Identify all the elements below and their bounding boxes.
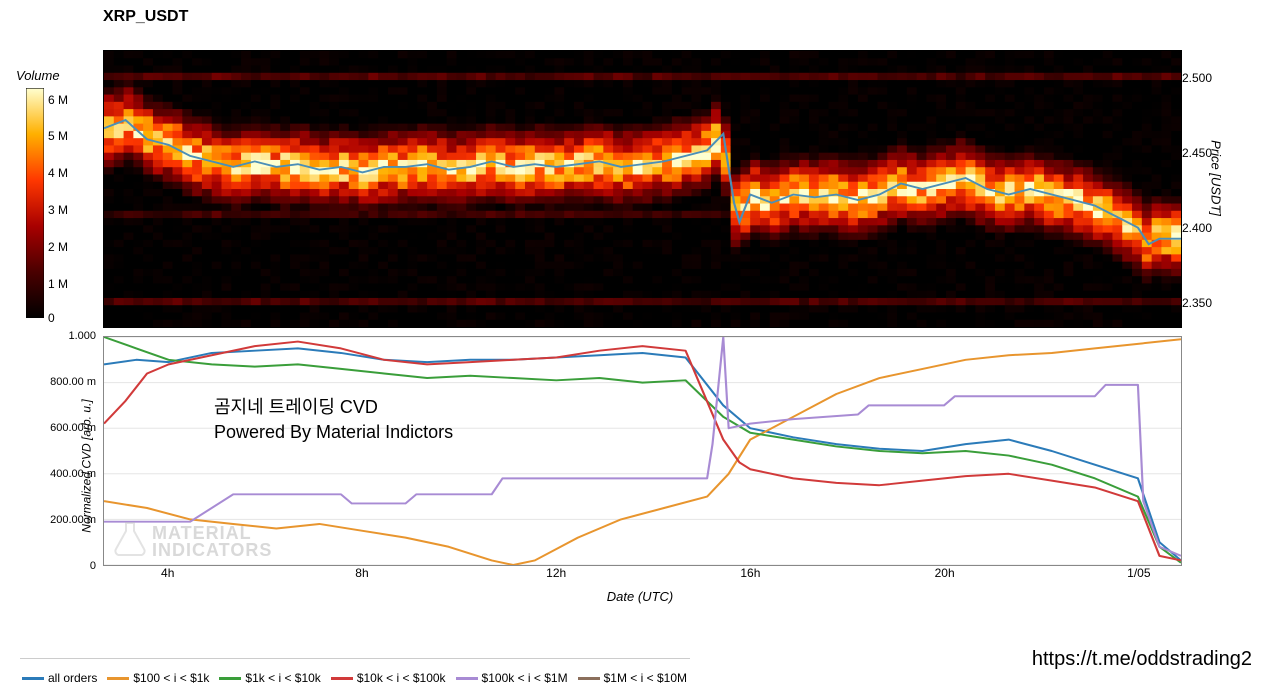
x-axis: 4h 8h 12h 16h 20h 1/05 [103,566,1182,584]
colorbar-tick: 6 M [48,93,68,107]
cvd-plot: MATERIAL INDICATORS 곰지네 트레이딩 CVD Powered… [103,336,1182,566]
watermark-flask-icon [110,519,150,559]
cvd-panel: Normalized CVD [arb. u.] 1.000800.00 m60… [8,336,1272,596]
cvd-ytick: 1.000 [68,330,96,342]
legend-item: $1M < i < $10M [578,671,687,685]
legend-item: $100k < i < $1M [456,671,568,685]
legend-divider [20,658,690,659]
cvd-ytick: 400.00 m [50,468,96,480]
legend-item: all orders [22,671,97,685]
heatmap-panel: Volume 6 M5 M4 M3 M2 M1 M0 2.5002.4502.4… [8,28,1272,328]
volume-axis-label: Volume [16,68,60,83]
legend: all orders $100 < i < $1k $1k < i < $10k $1… [22,671,697,685]
price-tick: 2.350 [1182,296,1212,310]
footer-link[interactable]: https://t.me/oddstrading2 [1032,648,1252,671]
colorbar-tick: 3 M [48,203,68,217]
price-tick: 2.500 [1182,71,1212,85]
x-tick: 12h [546,566,566,580]
cvd-ytick: 800.00 m [50,376,96,388]
heatmap-plot [103,50,1182,328]
chart-container: XRP_USDT Volume 6 M 5 M 4 M 3 M 2 M 1 M 0 2.50… [8,8,1272,689]
price-axis-label: Price [USDT] [1209,140,1224,216]
x-axis-label: Date (UTC) [607,589,673,604]
x-tick: 1/05 [1127,566,1150,580]
chart-title: XRP_USDT [103,8,1272,26]
heatmap-svg [104,51,1181,327]
colorbar-tick: 2 M [48,240,68,254]
x-tick: 4h [161,566,174,580]
cvd-ytick: 600.00 m [50,422,96,434]
x-tick: 16h [740,566,760,580]
price-tick: 2.400 [1182,221,1212,235]
cvd-ytick: 200.00 m [50,514,96,526]
colorbar-tick: 5 M [48,129,68,143]
cvd-ytick: 0 [90,560,96,572]
x-tick: 20h [935,566,955,580]
colorbar-tick: 0 [48,311,55,325]
legend-item: $10k < i < $100k [331,671,446,685]
volume-colorbar [26,88,44,318]
colorbar-tick: 4 M [48,166,68,180]
legend-item: $1k < i < $10k [219,671,320,685]
cvd-y-axis: 1.000800.00 m600.00 m400.00 m200.00 m0 [48,336,100,566]
x-tick: 8h [355,566,368,580]
legend-item: $100 < i < $1k [107,671,209,685]
colorbar-tick: 1 M [48,277,68,291]
cvd-svg [104,337,1181,565]
